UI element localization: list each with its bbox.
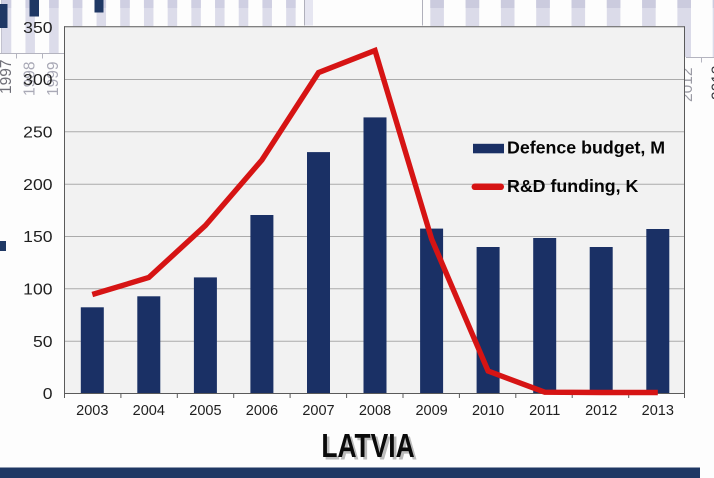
svg-text:2004: 2004 [133, 403, 165, 419]
svg-text:2010: 2010 [472, 403, 504, 419]
svg-text:2009: 2009 [415, 403, 447, 419]
svg-text:2008: 2008 [359, 403, 391, 419]
svg-text:0: 0 [43, 385, 53, 403]
svg-text:2013: 2013 [642, 403, 674, 419]
svg-text:200: 200 [23, 176, 52, 194]
svg-text:250: 250 [23, 123, 52, 141]
svg-text:2006: 2006 [246, 403, 278, 419]
svg-text:1999: 1999 [45, 62, 62, 96]
svg-text:150: 150 [23, 228, 52, 246]
svg-text:1997: 1997 [0, 60, 15, 94]
svg-text:LATVIA: LATVIA [321, 428, 414, 464]
svg-text:1998: 1998 [22, 62, 39, 96]
svg-text:300: 300 [23, 71, 52, 89]
svg-text:Defence budget, M: Defence budget, M [507, 138, 665, 158]
svg-text:R&D funding, K: R&D funding, K [507, 176, 639, 196]
svg-text:2013: 2013 [710, 66, 714, 100]
svg-text:2012: 2012 [585, 403, 617, 419]
svg-text:LATVIA: LATVIA [324, 431, 417, 467]
svg-text:2011: 2011 [529, 403, 560, 419]
svg-text:2005: 2005 [189, 403, 221, 419]
svg-text:50: 50 [33, 333, 53, 351]
svg-text:100: 100 [23, 280, 52, 298]
svg-text:2003: 2003 [76, 403, 108, 419]
svg-text:350: 350 [23, 19, 52, 37]
svg-text:2007: 2007 [302, 403, 334, 419]
